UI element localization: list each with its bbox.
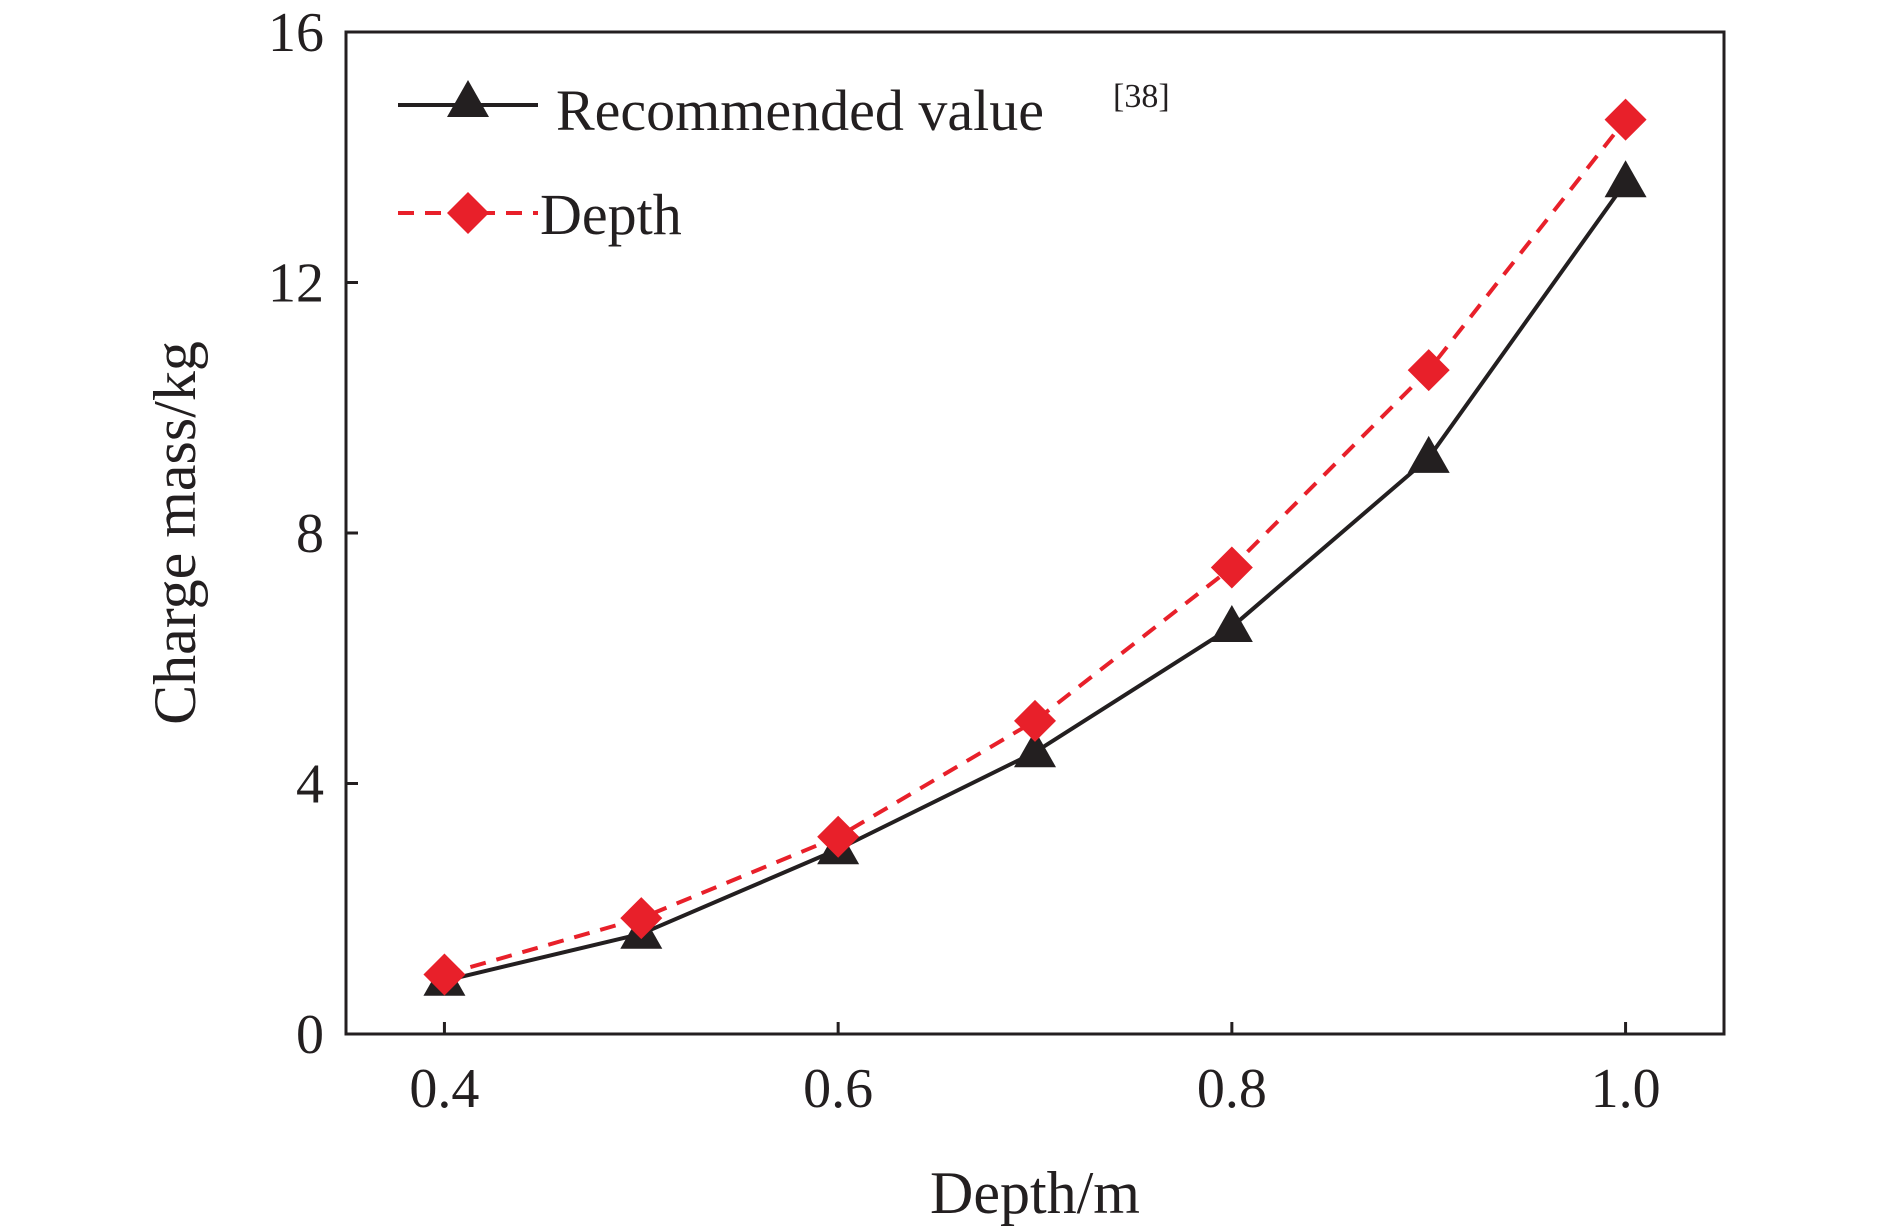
legend-item-recommended-value: Recommended value [38] — [398, 78, 1170, 143]
data-point-depth — [1210, 546, 1253, 589]
legend-label-citation: [38] — [1113, 78, 1170, 115]
data-point-recommended-value — [1210, 604, 1253, 642]
x-tick-label: 0.4 — [409, 1058, 479, 1120]
y-tick-label: 4 — [296, 754, 324, 816]
y-axis-ticks: 0 4 8 12 16 — [268, 2, 358, 1066]
legend-marker-diamond — [447, 192, 489, 234]
y-tick-label: 16 — [268, 2, 324, 64]
x-tick-label: 0.6 — [803, 1058, 873, 1120]
data-point-depth — [1604, 98, 1647, 141]
data-point-depth — [817, 815, 860, 858]
data-point-depth — [423, 953, 466, 996]
y-tick-label: 8 — [296, 503, 324, 565]
legend: Recommended value [38] Depth — [398, 78, 1170, 247]
series-line-recommended-value — [443, 181, 1628, 983]
y-tick-label: 12 — [268, 253, 324, 315]
x-tick-label: 0.8 — [1197, 1058, 1267, 1120]
legend-item-depth: Depth — [398, 182, 682, 247]
x-tick-label: 1.0 — [1591, 1058, 1661, 1120]
data-point-recommended-value — [1407, 435, 1450, 473]
legend-label-depth: Depth — [540, 182, 682, 247]
data-point-recommended-value — [1014, 730, 1056, 768]
series-layer — [423, 98, 1647, 996]
y-axis-title: Charge mass/kg — [142, 341, 208, 725]
y-tick-label: 0 — [296, 1004, 324, 1066]
legend-label-recommended-value: Recommended value — [556, 78, 1044, 143]
data-point-depth — [1407, 349, 1450, 392]
data-point-depth — [1014, 699, 1056, 742]
x-axis-ticks: 0.4 0.6 0.8 1.0 — [409, 1022, 1661, 1120]
data-point-depth — [620, 897, 663, 940]
series-line-depth — [443, 118, 1628, 977]
data-point-recommended-value — [1604, 160, 1647, 198]
x-axis-title: Depth/m — [930, 1160, 1140, 1226]
legend-marker-triangle — [447, 80, 489, 117]
